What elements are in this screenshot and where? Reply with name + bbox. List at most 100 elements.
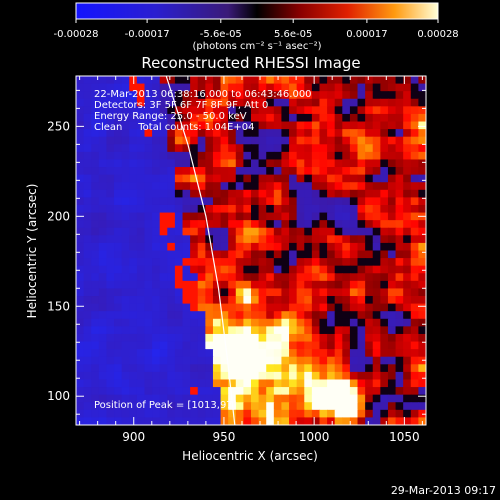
heatmap-cell — [357, 402, 366, 411]
heatmap-cell — [159, 387, 168, 396]
heatmap-cell — [152, 250, 161, 259]
heatmap-cell — [251, 83, 260, 92]
heatmap-cell — [410, 189, 419, 198]
heatmap-cell — [281, 113, 290, 123]
heatmap-cell — [251, 204, 260, 214]
heatmap-cell — [167, 129, 176, 138]
heatmap-cell — [387, 333, 397, 343]
heatmap-cell — [76, 98, 85, 107]
heatmap-cell — [235, 76, 244, 85]
heatmap-cell — [114, 417, 123, 425]
heatmap-cell — [159, 356, 168, 365]
heatmap-cell — [159, 197, 168, 206]
heatmap-cell — [311, 258, 321, 267]
heatmap-cell — [159, 129, 168, 138]
heatmap-cell — [91, 402, 100, 411]
heatmap-cell — [98, 83, 108, 92]
heatmap-cell — [83, 318, 92, 327]
heatmap-cell — [410, 265, 419, 274]
heatmap-cell — [243, 379, 252, 388]
heatmap-cell — [144, 242, 153, 252]
heatmap-cell — [159, 417, 168, 425]
heatmap-cell — [190, 106, 199, 115]
heatmap-cell — [235, 402, 244, 411]
heatmap-cell — [372, 349, 381, 358]
heatmap-cell — [304, 318, 313, 327]
heatmap-cell — [258, 371, 267, 381]
heatmap-cell — [114, 204, 123, 214]
heatmap-cell — [243, 250, 252, 259]
heatmap-cell — [228, 258, 237, 267]
heatmap-cell — [152, 326, 161, 335]
heatmap-cell — [380, 326, 389, 335]
heatmap-cell — [190, 144, 199, 153]
heatmap-cell — [372, 106, 381, 115]
heatmap-cell — [190, 273, 199, 282]
heatmap-cell — [228, 311, 237, 320]
heatmap-cell — [136, 280, 146, 290]
heatmap-cell — [91, 242, 100, 252]
heatmap-cell — [258, 204, 267, 214]
heatmap-cell — [319, 311, 328, 320]
heatmap-cell — [410, 333, 419, 343]
heatmap-cell — [136, 76, 146, 85]
heatmap-cell — [76, 387, 85, 396]
heatmap-cell — [281, 220, 290, 229]
heatmap-cell — [182, 296, 191, 305]
heatmap-cell — [144, 151, 153, 161]
heatmap-cell — [121, 136, 130, 145]
heatmap-cell — [136, 349, 146, 358]
heatmap-cell — [357, 273, 366, 282]
heatmap-cell — [418, 167, 426, 176]
heatmap-cell — [319, 129, 328, 138]
heatmap-cell — [365, 379, 374, 388]
heatmap-cell — [365, 318, 374, 327]
heatmap-cell — [106, 136, 115, 145]
heatmap-cell — [129, 144, 138, 153]
heatmap-cell — [395, 113, 404, 123]
heatmap-cell — [114, 371, 123, 381]
heatmap-cell — [395, 167, 404, 176]
heatmap-cell — [266, 379, 275, 388]
heatmap-cell — [205, 144, 214, 153]
heatmap-cell — [243, 356, 252, 365]
heatmap-cell — [76, 182, 85, 191]
heatmap-cell — [266, 273, 275, 282]
heatmap-cell — [304, 333, 313, 343]
heatmap-cell — [159, 242, 168, 252]
heatmap-cell — [372, 227, 381, 236]
heatmap-cell — [273, 379, 283, 388]
heatmap-cell — [136, 417, 146, 425]
heatmap-cell — [114, 341, 123, 350]
heatmap-cell — [266, 235, 275, 244]
heatmap-cell — [304, 311, 313, 320]
heatmap-cell — [418, 182, 426, 191]
heatmap-cell — [136, 204, 146, 214]
heatmap-cell — [144, 341, 153, 350]
heatmap-cell — [304, 250, 313, 259]
heatmap-cell — [205, 333, 214, 343]
heatmap-cell — [281, 76, 290, 85]
heatmap-cell — [349, 394, 359, 403]
heatmap-cell — [228, 242, 237, 252]
heatmap-cell — [395, 296, 404, 305]
heatmap-cell — [410, 288, 419, 297]
heatmap-cell — [395, 318, 404, 327]
heatmap-cell — [327, 136, 336, 145]
heatmap-cell — [342, 220, 351, 229]
heatmap-cell — [403, 174, 412, 183]
heatmap-cell — [357, 159, 366, 168]
heatmap-cell — [129, 151, 138, 161]
heatmap-cell — [174, 371, 184, 381]
heatmap-cell — [98, 417, 108, 425]
heatmap-cell — [98, 341, 108, 350]
heatmap-cell — [403, 356, 412, 365]
heatmap-cell — [387, 129, 397, 138]
heatmap-cell — [228, 371, 237, 381]
heatmap-cell — [327, 76, 336, 85]
heatmap-cell — [410, 136, 419, 145]
heatmap-cell — [212, 387, 222, 396]
heatmap-cell — [342, 106, 351, 115]
heatmap-cell — [418, 326, 426, 335]
heatmap-cell — [121, 371, 130, 381]
